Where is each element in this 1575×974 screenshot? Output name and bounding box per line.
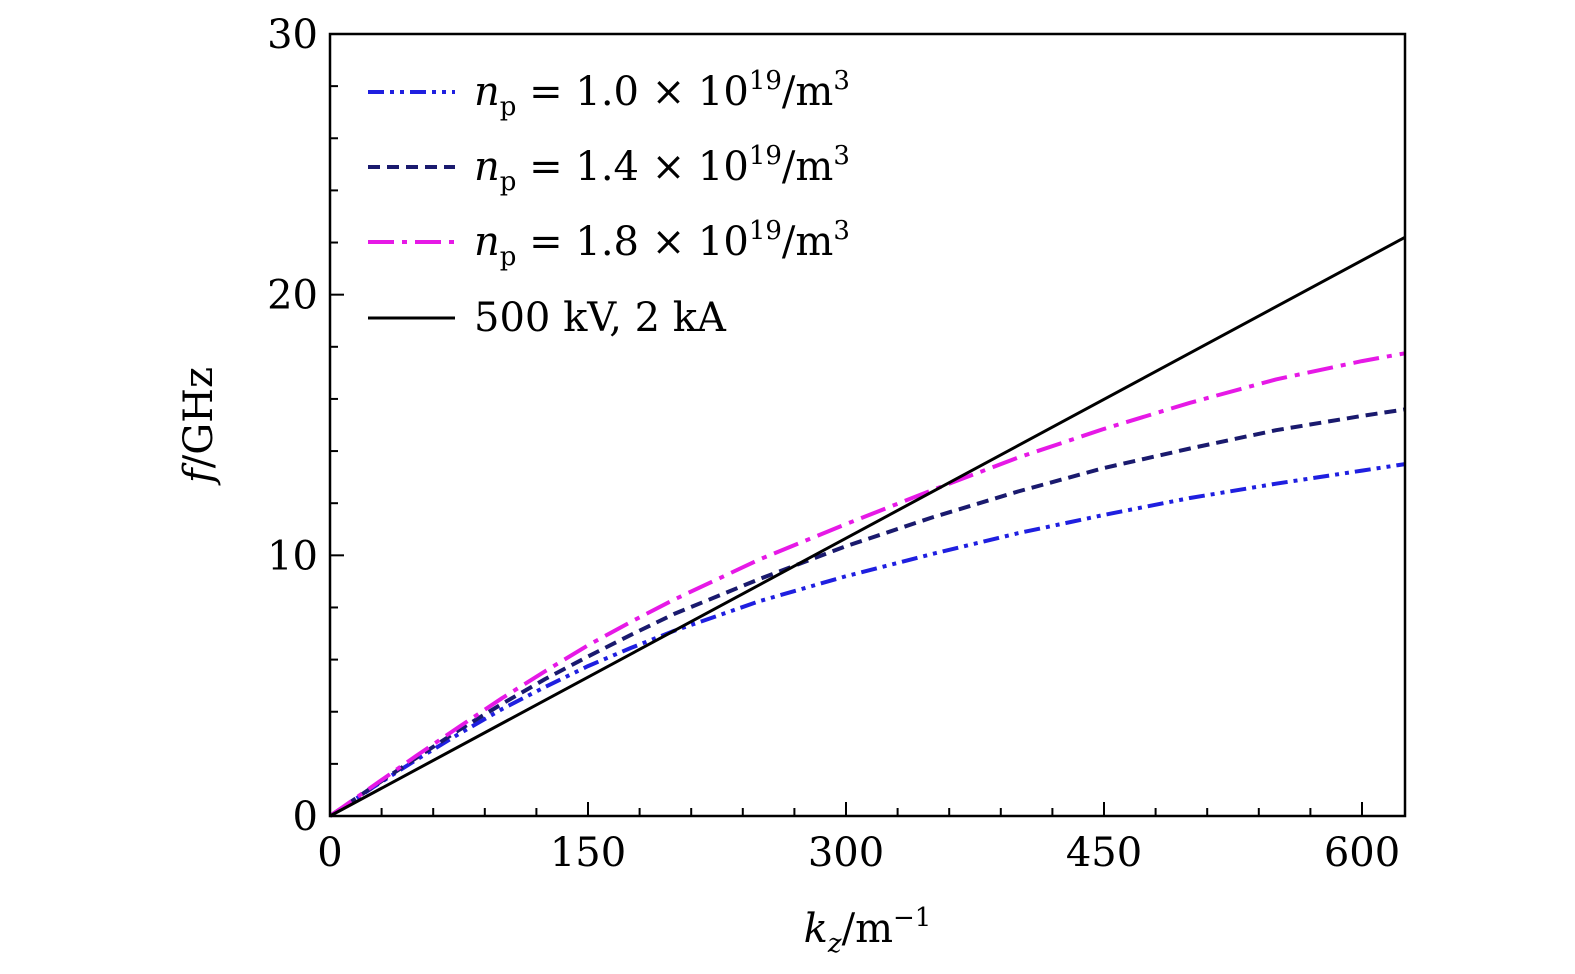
legend-1-eq: = 1.0 × 10 xyxy=(516,69,748,115)
legend-2-unit: /m xyxy=(782,144,833,190)
legend-4-text: 500 kV, 2 kA xyxy=(474,295,727,341)
legend-2-var: n xyxy=(474,144,500,190)
y-tick-label: 20 xyxy=(267,273,318,319)
legend-1-var: n xyxy=(474,69,500,115)
series-line-2 xyxy=(328,407,1406,818)
legend-label-1: np = 1.0 × 1019/m3 xyxy=(474,66,850,122)
x-tick-label: 300 xyxy=(808,830,884,876)
legend-3-exp: 19 xyxy=(749,216,782,246)
y-axis-label-unit: /GHz xyxy=(176,367,222,468)
legend-label-4: 500 kV, 2 kA xyxy=(474,295,727,341)
legend-label-3: np = 1.8 × 1019/m3 xyxy=(474,216,850,272)
x-tick-label: 150 xyxy=(550,830,626,876)
legend-1-exp: 19 xyxy=(749,66,782,96)
series-line-4 xyxy=(329,235,1406,818)
legend-2-exp: 19 xyxy=(749,141,782,171)
legend-3-unit-exp: 3 xyxy=(833,216,850,246)
legend-1-sub: p xyxy=(500,92,517,122)
legend-2-eq: = 1.4 × 10 xyxy=(516,144,748,190)
legend: np = 1.0 × 1019/m3 np = 1.4 × 1019/m3 np… xyxy=(368,66,850,341)
y-tick-label: 0 xyxy=(293,794,318,840)
y-tick-label: 30 xyxy=(267,12,318,58)
x-tick-label: 600 xyxy=(1324,830,1400,876)
x-axis-label: kz/m−1 xyxy=(804,903,932,959)
legend-2-sub: p xyxy=(500,167,517,197)
legend-2-unit-exp: 3 xyxy=(833,141,850,171)
series-line-1 xyxy=(328,462,1406,818)
legend-3-eq: = 1.8 × 10 xyxy=(516,219,748,265)
x-axis-label-sup: −1 xyxy=(893,903,931,933)
plot-frame xyxy=(328,32,1407,818)
legend-3-sub: p xyxy=(500,242,517,272)
legend-3-unit: /m xyxy=(782,219,833,265)
x-axis-label-unit: /m xyxy=(842,906,893,952)
ticks-layer xyxy=(329,33,1363,817)
tick-labels-layer: 0 150 300 450 600 0 10 20 30 xyxy=(267,12,1400,876)
y-axis-label: f/GHz xyxy=(176,367,222,486)
x-tick-label: 0 xyxy=(317,830,342,876)
series-line-3 xyxy=(328,351,1406,818)
legend-label-2: np = 1.4 × 1019/m3 xyxy=(474,141,850,197)
x-axis-label-sub: z xyxy=(827,929,842,959)
x-tick-label: 450 xyxy=(1066,830,1142,876)
series-layer xyxy=(328,235,1406,818)
legend-3-var: n xyxy=(474,219,500,265)
legend-1-unit: /m xyxy=(782,69,833,115)
x-axis-label-main: k xyxy=(804,906,828,952)
legend-1-unit-exp: 3 xyxy=(833,66,850,96)
y-tick-label: 10 xyxy=(267,533,318,579)
